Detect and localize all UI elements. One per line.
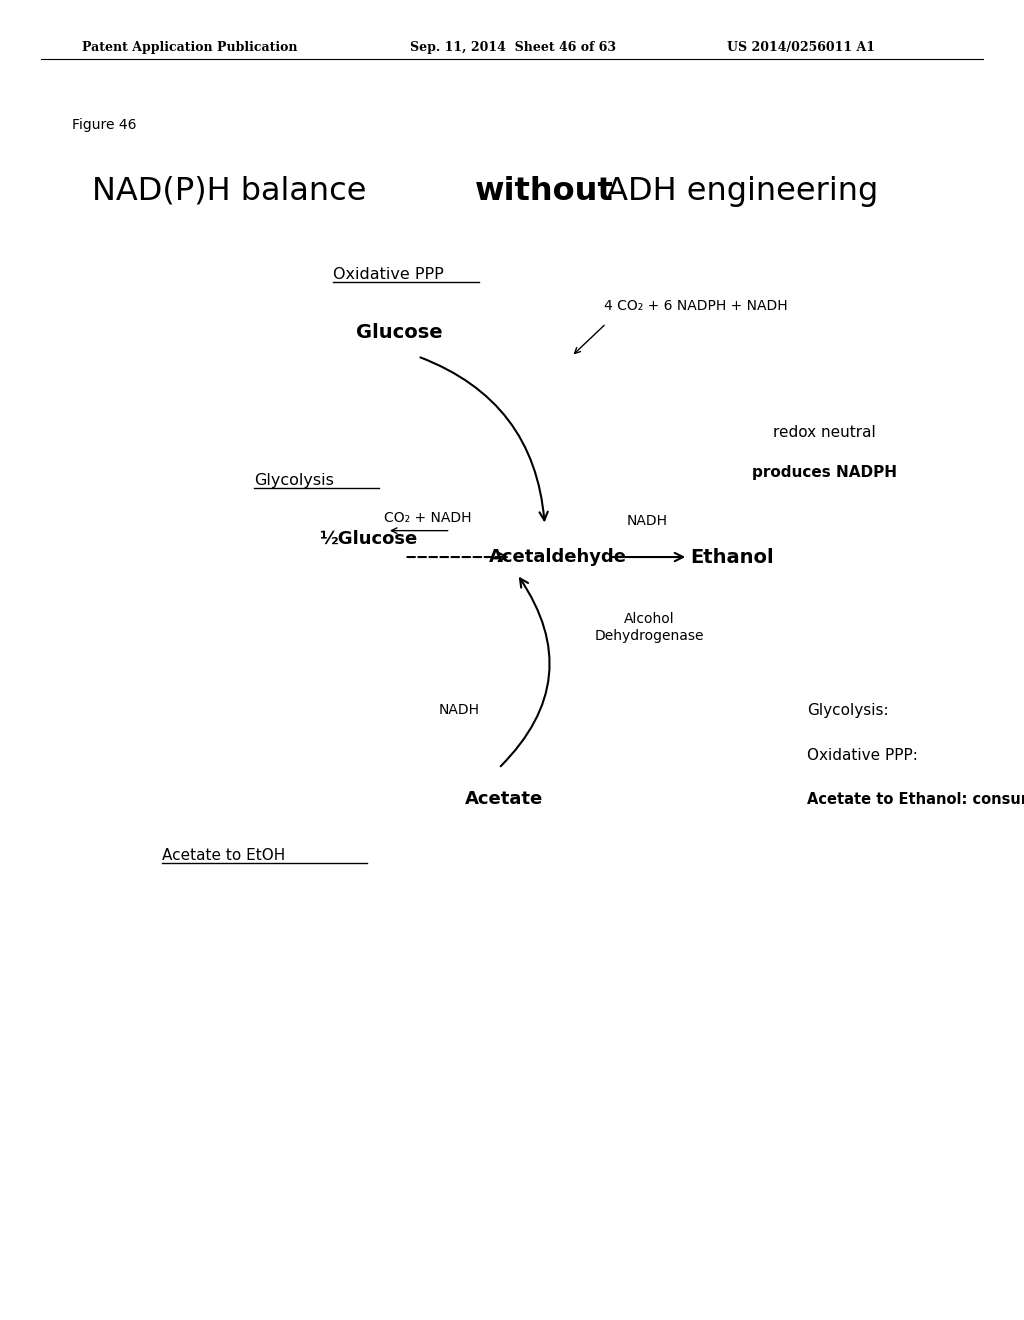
Text: NADH: NADH xyxy=(627,513,668,528)
Text: ½Glucose: ½Glucose xyxy=(319,529,418,548)
Text: 4 CO₂ + 6 NADPH + NADH: 4 CO₂ + 6 NADPH + NADH xyxy=(604,300,787,313)
Text: Figure 46: Figure 46 xyxy=(72,119,136,132)
Text: Patent Application Publication: Patent Application Publication xyxy=(82,41,297,54)
Text: produces NADPH: produces NADPH xyxy=(752,465,897,480)
Text: NADH: NADH xyxy=(438,704,479,717)
Text: Sep. 11, 2014  Sheet 46 of 63: Sep. 11, 2014 Sheet 46 of 63 xyxy=(410,41,615,54)
Text: Acetate to EtOH: Acetate to EtOH xyxy=(162,847,285,863)
Text: Glucose: Glucose xyxy=(356,323,442,342)
Text: Acetate: Acetate xyxy=(465,789,543,808)
Text: US 2014/0256011 A1: US 2014/0256011 A1 xyxy=(727,41,876,54)
Text: Ethanol: Ethanol xyxy=(690,548,774,566)
Text: Glycolysis: Glycolysis xyxy=(254,473,334,488)
Text: Glycolysis:: Glycolysis: xyxy=(807,702,889,718)
Text: redox neutral: redox neutral xyxy=(773,425,876,441)
Text: Acetate to Ethanol: consumes NADH: Acetate to Ethanol: consumes NADH xyxy=(807,792,1024,808)
Text: Oxidative PPP: Oxidative PPP xyxy=(333,267,443,282)
Text: NAD(P)H balance: NAD(P)H balance xyxy=(92,176,377,207)
Text: without: without xyxy=(475,176,613,207)
Text: Acetaldehyde: Acetaldehyde xyxy=(489,548,627,566)
Text: CO₂ + NADH: CO₂ + NADH xyxy=(384,511,472,525)
Text: Alcohol
Dehydrogenase: Alcohol Dehydrogenase xyxy=(595,612,703,643)
Text: Oxidative PPP:: Oxidative PPP: xyxy=(807,747,918,763)
Text: ADH engineering: ADH engineering xyxy=(596,176,879,207)
